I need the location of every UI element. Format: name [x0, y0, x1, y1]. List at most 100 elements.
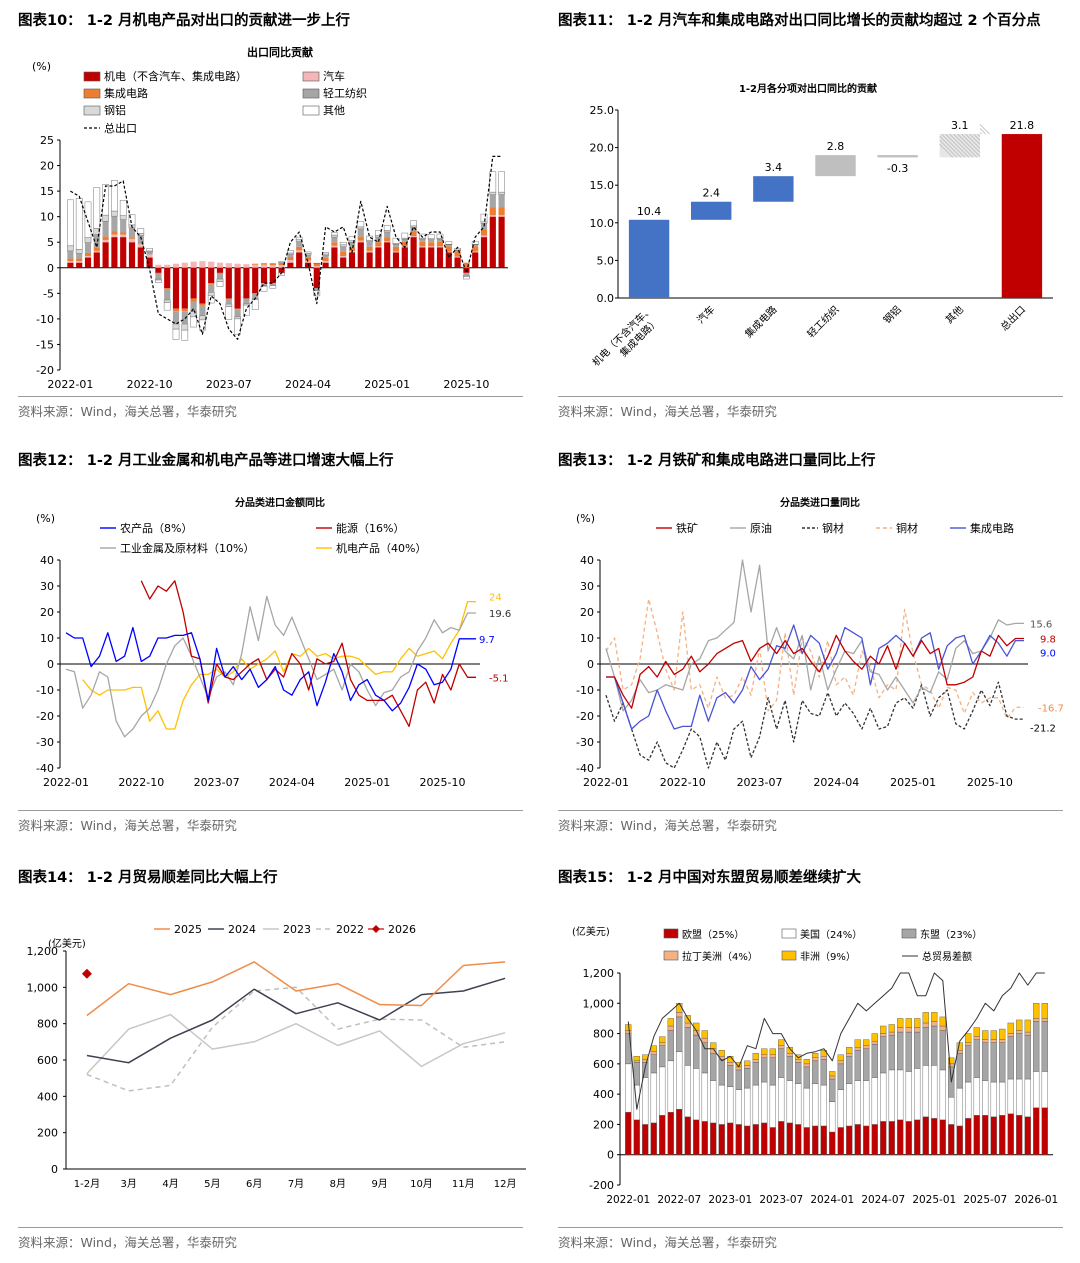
bar-segment	[172, 263, 180, 268]
x-tick-label: 2026-01	[1014, 1194, 1058, 1206]
bar-segment	[676, 1016, 683, 1052]
y-tick-label: 30	[580, 580, 594, 593]
bar-segment	[419, 233, 426, 239]
chart-trade-surplus: 2025 2024 2023 2022 2026 (亿美元) 0 200 400 600 800 1,…	[27, 923, 526, 1190]
bar-segment	[375, 247, 382, 268]
x-tick-label: 2022-10	[127, 378, 173, 391]
hatch-line	[969, 133, 981, 145]
bar-segment	[75, 198, 83, 250]
bar-segment	[999, 1115, 1006, 1155]
bar-segment	[102, 240, 109, 243]
bar-segment	[956, 1053, 963, 1089]
bar-segment	[384, 237, 391, 242]
source-note: 资料来源：Wind，海关总署，华泰研究	[558, 818, 777, 833]
legend-label: 集成电路	[970, 521, 1014, 535]
bar-segment	[84, 201, 92, 238]
divider	[558, 396, 1063, 397]
x-tick-label: 2025-07	[963, 1194, 1007, 1206]
bar-segment	[207, 295, 215, 304]
bar-segment	[489, 216, 496, 268]
bar-segment	[190, 261, 197, 268]
hatch-line	[979, 124, 990, 135]
bar-segment	[965, 1033, 972, 1043]
legend-label: 2022	[336, 923, 364, 936]
y-tick-label: 1,000	[583, 997, 615, 1010]
bar-segment	[401, 239, 408, 242]
bar-segment	[659, 1045, 666, 1068]
legend-swatch	[302, 105, 320, 116]
bar-segment	[489, 191, 497, 195]
x-tick-group: 汽车	[694, 303, 717, 326]
bar-segment	[659, 1042, 666, 1046]
bar-segment	[1024, 1019, 1031, 1033]
chart-import-value: 分品类进口金额同比 (%) 农产品（8%） 能源（16%） 工业金属及原材料（10%） 机…	[36, 496, 511, 789]
bar-segment	[216, 262, 224, 268]
series-line	[82, 600, 476, 730]
hatch-line	[939, 143, 954, 158]
x-tick-label: 2023-07	[206, 378, 252, 391]
data-label: 21.8	[1010, 119, 1035, 132]
bar-segment	[260, 263, 268, 265]
bar-segment	[472, 252, 479, 268]
bar-segment	[650, 1045, 657, 1052]
y-tick-label: -30	[576, 736, 594, 749]
bar-segment	[752, 1062, 759, 1086]
x-tick-label: 2024-04	[285, 378, 331, 391]
x-tick-label: 11月	[452, 1178, 475, 1190]
bar-segment	[278, 267, 285, 273]
x-tick-group: 其他	[943, 303, 966, 326]
bar-segment	[392, 244, 400, 247]
bar-segment	[871, 1040, 878, 1045]
bar-segment	[278, 262, 285, 266]
bar-segment	[752, 1084, 759, 1125]
bar-segment	[693, 1119, 700, 1155]
bar-segment	[948, 1096, 955, 1125]
bar-segment	[625, 1063, 632, 1113]
bar-segment	[102, 236, 109, 241]
hatch-line	[979, 128, 986, 135]
y-tick-label: 0	[51, 1163, 58, 1176]
bar-segment	[948, 1063, 955, 1068]
bar-segment	[667, 1112, 674, 1155]
bar-segment	[931, 1118, 938, 1155]
legend-swatch	[901, 928, 917, 939]
series-line	[605, 598, 1024, 720]
bar-segment	[820, 1084, 827, 1127]
panel-figure-12: 图表12： 1-2 月工业金属和机电产品等进口增速大幅上行 分品类进口金额同比 (…	[18, 450, 548, 840]
bar-segment	[260, 285, 268, 292]
bar-segment	[304, 255, 312, 258]
bar-segment	[795, 1124, 802, 1155]
bar-segment	[846, 1083, 853, 1127]
bar-segment	[965, 1118, 972, 1155]
bar-segment	[718, 1059, 725, 1086]
bar-segment	[340, 257, 347, 268]
bar-segment	[172, 323, 180, 330]
bar-segment	[331, 247, 338, 268]
bar-segment	[735, 1069, 742, 1090]
bar-segment	[401, 241, 408, 247]
bar-segment	[922, 1022, 929, 1028]
legend-label: 其他	[323, 104, 345, 117]
bar-segment	[339, 244, 347, 248]
unit-label: (%)	[32, 60, 51, 73]
data-point-2026	[81, 968, 92, 979]
bar-segment	[990, 1039, 997, 1043]
bar-segment	[392, 251, 400, 253]
bar-segment	[1041, 1071, 1048, 1108]
bar-segment	[735, 1089, 742, 1125]
bar-segment	[322, 258, 329, 262]
bar-segment	[905, 1031, 912, 1072]
bar-segment	[322, 252, 329, 255]
bar-segment	[701, 1037, 708, 1043]
bar-segment	[990, 1030, 997, 1040]
bar-segment	[155, 272, 162, 274]
bar-segment	[366, 241, 373, 247]
x-tick-group: 钢铝	[880, 303, 903, 326]
y-tick-label: 10.0	[590, 217, 615, 230]
bar-segment	[965, 1042, 972, 1046]
x-tick-label: 其他	[943, 303, 966, 326]
bar-segment	[489, 215, 496, 217]
y-tick-label: 0	[587, 658, 594, 671]
bar-segment	[914, 1119, 921, 1155]
legend-label: 汽车	[323, 69, 345, 83]
